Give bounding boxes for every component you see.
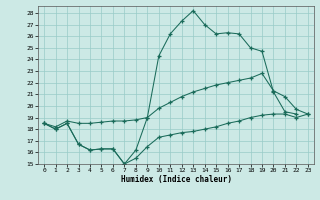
X-axis label: Humidex (Indice chaleur): Humidex (Indice chaleur): [121, 175, 231, 184]
